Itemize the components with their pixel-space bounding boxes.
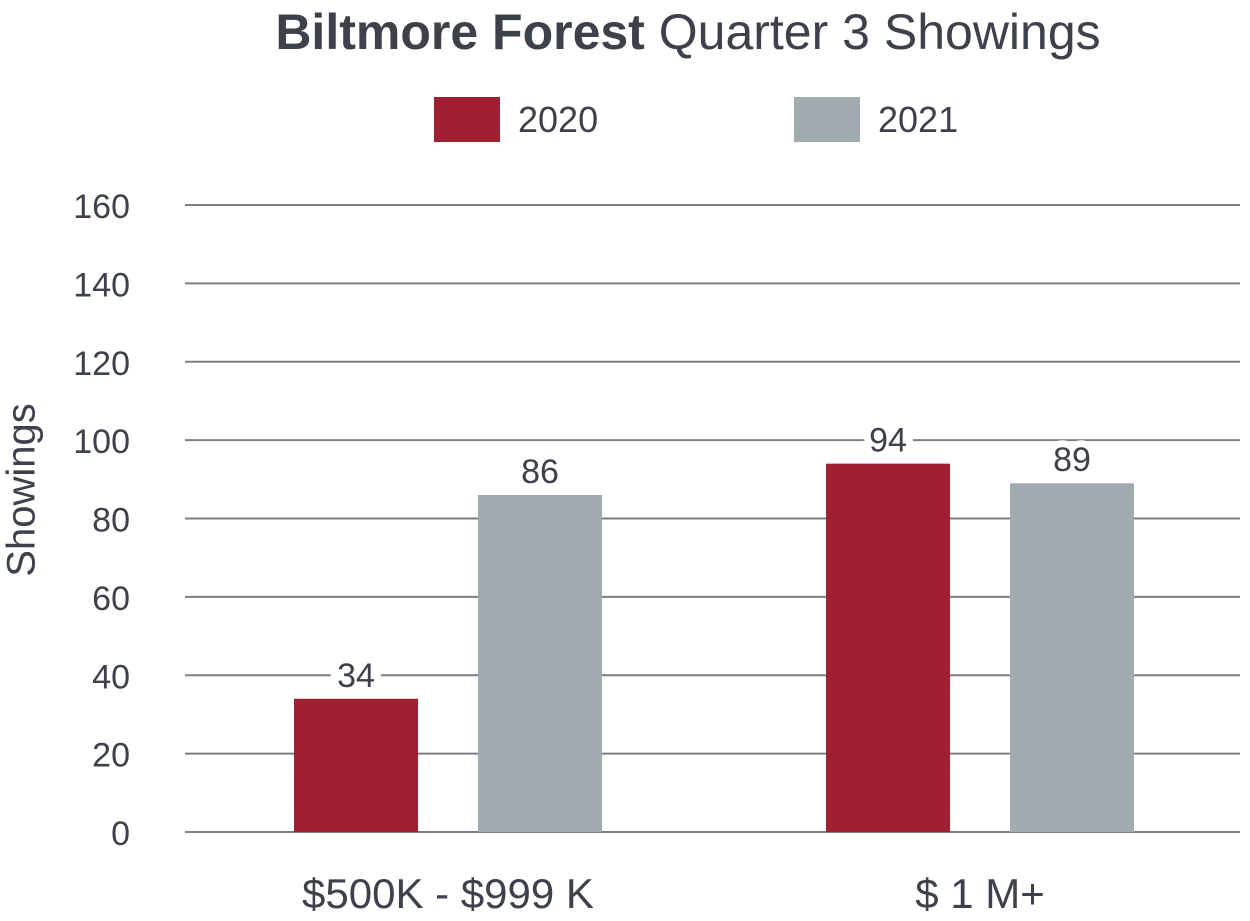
- y-tick-label-140: 140: [73, 266, 130, 304]
- bar-2021-0: [478, 494, 602, 832]
- chart-title-rest: Quarter 3 Showings: [658, 4, 1101, 60]
- legend-item-2020: 2020: [434, 97, 598, 142]
- legend-label-2020: 2020: [518, 98, 599, 140]
- chart-title-bold: Biltmore Forest: [275, 4, 645, 60]
- x-tick-label-1: $ 1 M+: [915, 870, 1045, 917]
- y-tick-label-120: 120: [73, 345, 130, 383]
- y-tick-label-160: 160: [73, 188, 130, 226]
- data-label-2021-1: 89: [1053, 441, 1091, 479]
- legend-swatch-2021: [794, 97, 860, 142]
- y-tick-label-0: 0: [111, 815, 130, 853]
- legend-swatch-2020: [434, 97, 500, 142]
- bar-2021-1: [1010, 483, 1134, 832]
- legend-item-2021: 2021: [794, 97, 958, 142]
- y-tick-label-40: 40: [92, 658, 130, 696]
- chart-title: Biltmore Forest Quarter 3 Showings: [0, 2, 1250, 62]
- y-tick-label-100: 100: [73, 423, 130, 461]
- bar-2020-1: [826, 463, 950, 832]
- y-tick-label-80: 80: [92, 502, 130, 540]
- bar-2020-0: [294, 698, 418, 832]
- y-tick-label-60: 60: [92, 580, 130, 618]
- data-label-2021-0: 86: [521, 453, 559, 491]
- data-label-2020-0: 34: [337, 657, 375, 695]
- data-label-2020-1: 94: [869, 422, 907, 460]
- legend-label-2021: 2021: [878, 98, 959, 140]
- y-tick-label-20: 20: [92, 737, 130, 775]
- x-tick-label-0: $500K - $999 K: [302, 870, 594, 917]
